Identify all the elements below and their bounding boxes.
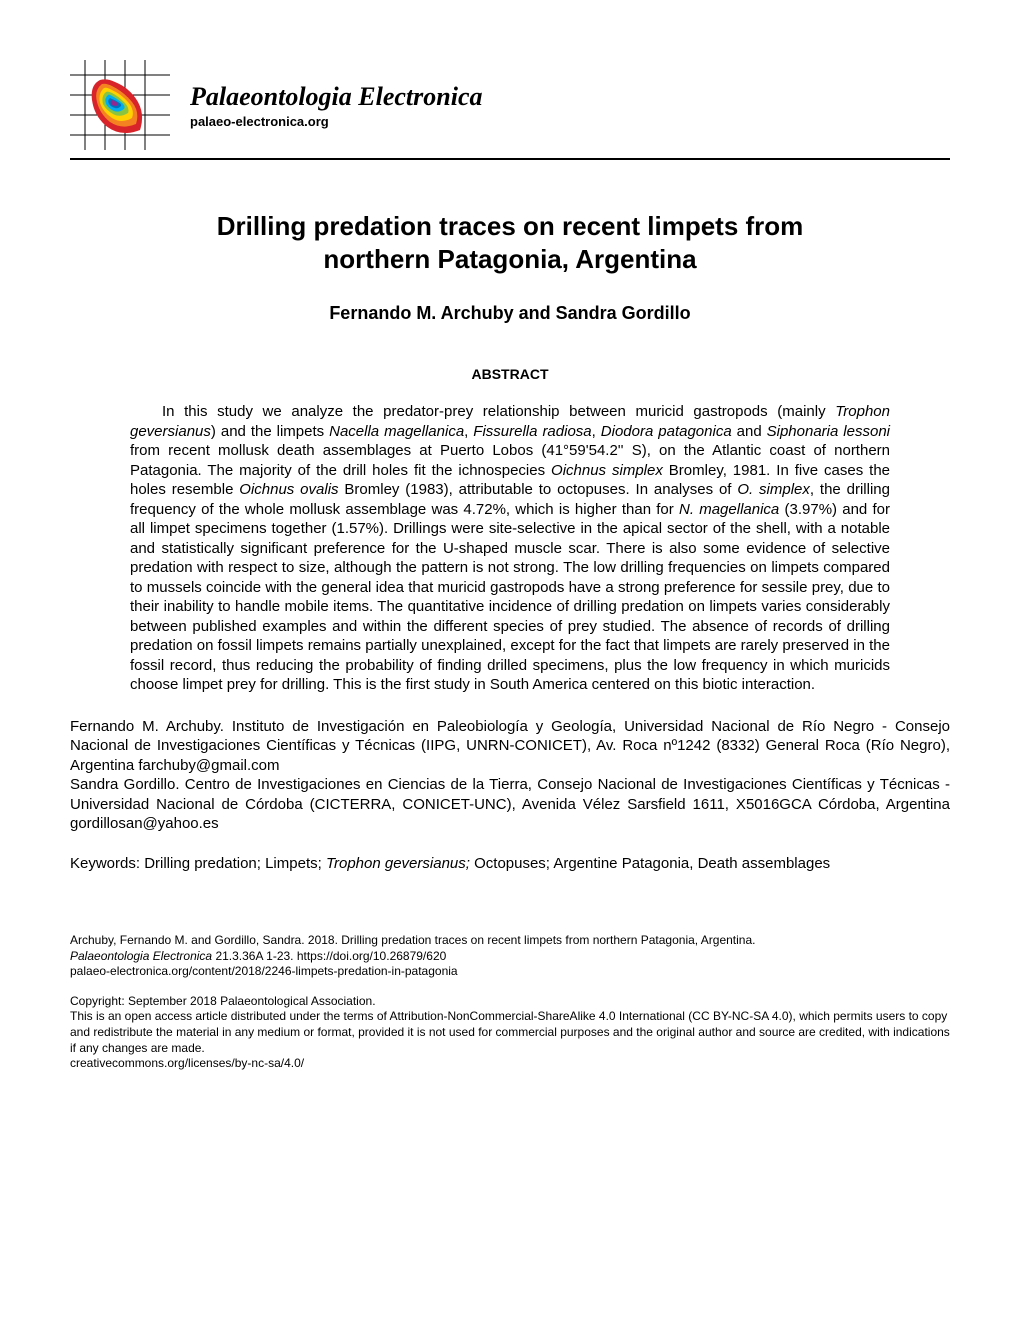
journal-url: palaeo-electronica.org bbox=[190, 114, 483, 129]
abstract-body: In this study we analyze the predator-pr… bbox=[130, 402, 890, 695]
article-authors: Fernando M. Archuby and Sandra Gordillo bbox=[70, 303, 950, 324]
keywords-italic: Trophon geversianus; bbox=[326, 855, 470, 872]
citation-line-3: palaeo-electronica.org/content/2018/2246… bbox=[70, 964, 458, 978]
journal-header: Palaeontologia Electronica palaeo-electr… bbox=[70, 60, 950, 150]
citation-line-2: 21.3.36A 1-23. https://doi.org/10.26879/… bbox=[212, 949, 446, 963]
article-title: Drilling predation traces on recent limp… bbox=[70, 210, 950, 275]
citation-journal: Palaeontologia Electronica bbox=[70, 949, 212, 963]
copyright-line-1: Copyright: September 2018 Palaeontologic… bbox=[70, 994, 376, 1008]
title-line-2: northern Patagonia, Argentina bbox=[323, 244, 696, 274]
citation-block: Archuby, Fernando M. and Gordillo, Sandr… bbox=[70, 933, 950, 980]
affiliation-author-2: Sandra Gordillo. Centro de Investigacion… bbox=[70, 775, 950, 834]
copyright-line-3: creativecommons.org/licenses/by-nc-sa/4.… bbox=[70, 1056, 304, 1070]
title-line-1: Drilling predation traces on recent limp… bbox=[217, 211, 804, 241]
journal-info: Palaeontologia Electronica palaeo-electr… bbox=[190, 82, 483, 129]
keywords-label: Keywords: Drilling predation; Limpets; bbox=[70, 855, 326, 872]
keywords: Keywords: Drilling predation; Limpets; T… bbox=[70, 854, 950, 874]
affiliation-author-1: Fernando M. Archuby. Instituto de Invest… bbox=[70, 717, 950, 776]
keywords-rest: Octopuses; Argentine Patagonia, Death as… bbox=[470, 855, 830, 872]
copyright-block: Copyright: September 2018 Palaeontologic… bbox=[70, 994, 950, 1072]
header-divider bbox=[70, 158, 950, 160]
citation-line-1: Archuby, Fernando M. and Gordillo, Sandr… bbox=[70, 933, 756, 947]
journal-name: Palaeontologia Electronica bbox=[190, 82, 483, 112]
author-affiliations: Fernando M. Archuby. Instituto de Invest… bbox=[70, 717, 950, 834]
copyright-line-2: This is an open access article distribut… bbox=[70, 1009, 950, 1054]
abstract-heading: ABSTRACT bbox=[70, 366, 950, 382]
journal-logo-icon bbox=[70, 60, 170, 150]
